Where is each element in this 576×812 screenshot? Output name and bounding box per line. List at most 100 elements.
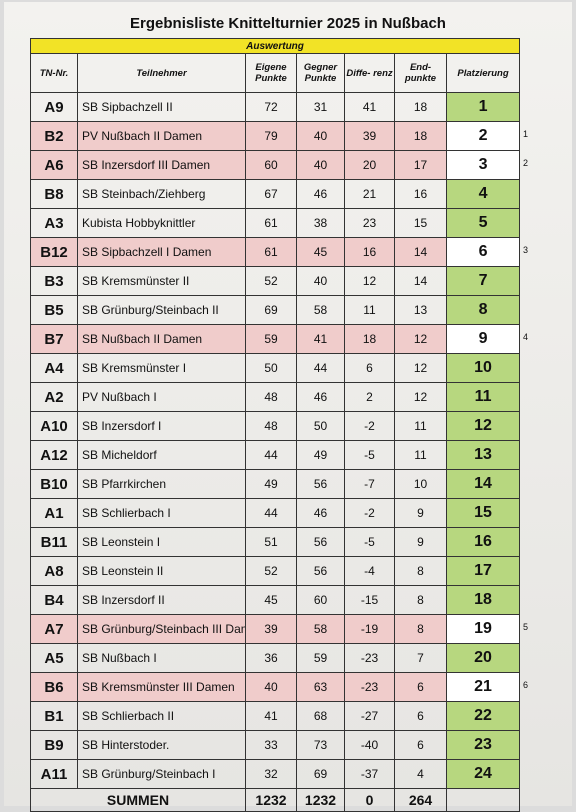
participant-name-cell: SB Kremsmünster III Damen bbox=[77, 672, 246, 702]
end-points-cell: 12 bbox=[394, 353, 447, 383]
participant-number-cell: B12 bbox=[30, 237, 78, 267]
participant-number-cell: B11 bbox=[30, 527, 78, 557]
own-points-cell: 32 bbox=[245, 759, 297, 789]
placement-cell: 23 bbox=[445, 730, 521, 760]
end-points-cell: 6 bbox=[394, 672, 447, 702]
header-endpunkte: End- punkte bbox=[394, 53, 447, 93]
participant-name-cell: SB Micheldorf bbox=[77, 440, 246, 470]
table-row: A4 SB Kremsmünster I 50 44 6 12 10 bbox=[30, 353, 521, 383]
table-row: A5 SB Nußbach I 36 59 -23 7 20 bbox=[30, 643, 521, 673]
end-points-cell: 11 bbox=[394, 411, 447, 441]
end-points-cell: 8 bbox=[394, 614, 447, 644]
difference-cell: -5 bbox=[344, 527, 395, 557]
table-row: A1 SB Schlierbach I 44 46 -2 9 15 bbox=[30, 498, 521, 528]
end-points-cell: 10 bbox=[394, 469, 447, 499]
participant-number-cell: B1 bbox=[30, 701, 78, 731]
participant-number-cell: A4 bbox=[30, 353, 78, 383]
own-points-cell: 49 bbox=[245, 469, 297, 499]
difference-cell: 6 bbox=[344, 353, 395, 383]
own-points-cell: 79 bbox=[245, 121, 297, 151]
opponent-points-cell: 56 bbox=[296, 527, 345, 557]
difference-cell: 16 bbox=[344, 237, 395, 267]
header-gegner-punkte: Gegner Punkte bbox=[296, 53, 345, 93]
opponent-points-cell: 69 bbox=[296, 759, 345, 789]
end-points-cell: 6 bbox=[394, 701, 447, 731]
participant-number-cell: B5 bbox=[30, 295, 78, 325]
row-note: 5 bbox=[523, 622, 529, 632]
end-points-cell: 12 bbox=[394, 382, 447, 412]
placement-cell: 10 bbox=[445, 353, 521, 383]
participant-name-cell: SB Grünburg/Steinbach II bbox=[77, 295, 246, 325]
participant-name-cell: Kubista Hobbyknittler bbox=[77, 208, 246, 238]
placement-cell: 24 bbox=[445, 759, 521, 789]
table-row: A2 PV Nußbach I 48 46 2 12 11 bbox=[30, 382, 521, 412]
participant-name-cell: SB Grünburg/Steinbach III Dam bbox=[77, 614, 246, 644]
own-points-cell: 61 bbox=[245, 208, 297, 238]
summen-platz bbox=[445, 788, 521, 812]
own-points-cell: 72 bbox=[245, 92, 297, 122]
row-note: 2 bbox=[523, 158, 529, 168]
placement-cell: 4 bbox=[445, 179, 521, 209]
participant-number-cell: B9 bbox=[30, 730, 78, 760]
participant-number-cell: B10 bbox=[30, 469, 78, 499]
participant-name-cell: PV Nußbach I bbox=[77, 382, 246, 412]
header-teilnehmer: Teilnehmer bbox=[77, 53, 246, 93]
participant-name-cell: SB Leonstein II bbox=[77, 556, 246, 586]
table-row: B10 SB Pfarrkirchen 49 56 -7 10 14 bbox=[30, 469, 521, 499]
placement-cell: 13 bbox=[445, 440, 521, 470]
header-platzierung: Platzierung bbox=[445, 53, 521, 93]
participant-name-cell: SB Nußbach II Damen bbox=[77, 324, 246, 354]
participant-name-cell: SB Hinterstoder. bbox=[77, 730, 246, 760]
own-points-cell: 51 bbox=[245, 527, 297, 557]
participant-name-cell: SB Schlierbach II bbox=[77, 701, 246, 731]
opponent-points-cell: 46 bbox=[296, 382, 345, 412]
difference-cell: -27 bbox=[344, 701, 395, 731]
table-row: B12 SB Sipbachzell I Damen 61 45 16 14 6 bbox=[30, 237, 521, 267]
participant-number-cell: A7 bbox=[30, 614, 78, 644]
own-points-cell: 44 bbox=[245, 440, 297, 470]
difference-cell: -23 bbox=[344, 643, 395, 673]
difference-cell: -15 bbox=[344, 585, 395, 615]
end-points-cell: 17 bbox=[394, 150, 447, 180]
own-points-cell: 40 bbox=[245, 672, 297, 702]
participant-number-cell: B6 bbox=[30, 672, 78, 702]
placement-cell: 11 bbox=[445, 382, 521, 412]
placement-cell: 2 bbox=[445, 121, 521, 151]
row-note: 4 bbox=[523, 332, 529, 342]
header-eigene-punkte: Eigene Punkte bbox=[245, 53, 297, 93]
participant-name-cell: PV Nußbach II Damen bbox=[77, 121, 246, 151]
end-points-cell: 8 bbox=[394, 585, 447, 615]
placement-cell: 9 bbox=[445, 324, 521, 354]
difference-cell: 12 bbox=[344, 266, 395, 296]
placement-cell: 21 bbox=[445, 672, 521, 702]
table-row: B7 SB Nußbach II Damen 59 41 18 12 9 bbox=[30, 324, 521, 354]
own-points-cell: 59 bbox=[245, 324, 297, 354]
placement-cell: 16 bbox=[445, 527, 521, 557]
end-points-cell: 14 bbox=[394, 237, 447, 267]
participant-name-cell: SB Nußbach I bbox=[77, 643, 246, 673]
table-row: A6 SB Inzersdorf III Damen 60 40 20 17 3 bbox=[30, 150, 521, 180]
placement-cell: 7 bbox=[445, 266, 521, 296]
difference-cell: -4 bbox=[344, 556, 395, 586]
participant-name-cell: SB Inzersdorf II bbox=[77, 585, 246, 615]
opponent-points-cell: 68 bbox=[296, 701, 345, 731]
opponent-points-cell: 63 bbox=[296, 672, 345, 702]
participant-number-cell: B2 bbox=[30, 121, 78, 151]
table-row: B6 SB Kremsmünster III Damen 40 63 -23 6 21 bbox=[30, 672, 521, 702]
difference-cell: 11 bbox=[344, 295, 395, 325]
difference-cell: 23 bbox=[344, 208, 395, 238]
table-row: A11 SB Grünburg/Steinbach I 32 69 -37 4 24 bbox=[30, 759, 521, 789]
auswertung-band: Auswertung bbox=[29, 38, 521, 54]
table-row: A10 SB Inzersdorf I 48 50 -2 11 12 bbox=[30, 411, 521, 441]
own-points-cell: 41 bbox=[245, 701, 297, 731]
summen-diff: 0 bbox=[344, 788, 395, 812]
placement-cell: 15 bbox=[445, 498, 521, 528]
end-points-cell: 12 bbox=[394, 324, 447, 354]
table-row: B2 PV Nußbach II Damen 79 40 39 18 2 bbox=[30, 121, 521, 151]
placement-cell: 6 bbox=[445, 237, 521, 267]
participant-number-cell: B4 bbox=[30, 585, 78, 615]
difference-cell: -40 bbox=[344, 730, 395, 760]
participant-name-cell: SB Sipbachzell I Damen bbox=[77, 237, 246, 267]
participant-name-cell: SB Leonstein I bbox=[77, 527, 246, 557]
end-points-cell: 4 bbox=[394, 759, 447, 789]
